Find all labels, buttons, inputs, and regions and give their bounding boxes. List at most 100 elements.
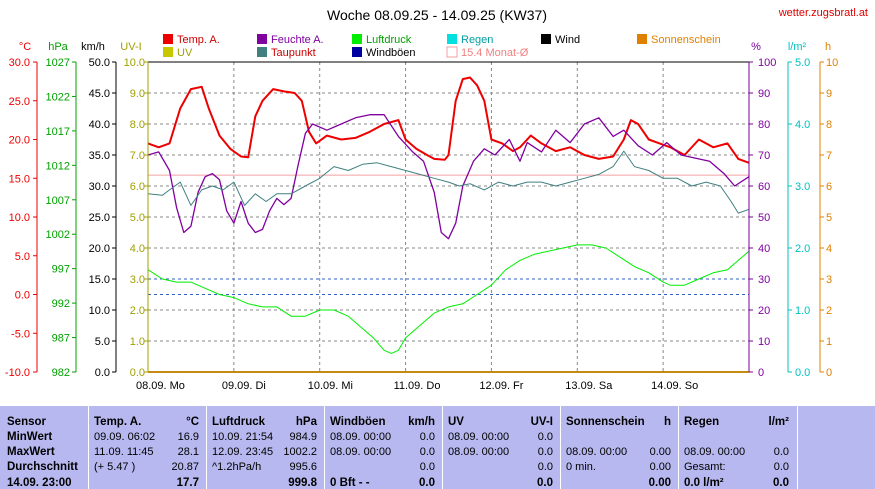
table-cell-time: 12.09. 23:45 xyxy=(212,446,274,458)
site-name: wetter.zugsbratl.at xyxy=(778,7,868,19)
axis-tick-label: 982 xyxy=(52,367,70,379)
axis-unit-hum: % xyxy=(751,41,761,53)
chart-labels: Woche 08.09.25 - 14.09.25 (KW37) wetter.z… xyxy=(163,7,868,59)
axis-unit-wind: km/h xyxy=(81,41,105,53)
table-cell-time: 0 Bft - - xyxy=(330,477,370,489)
axis-tick-label: 15.0 xyxy=(9,173,30,185)
table-unit-gust: km/h xyxy=(408,416,435,428)
axis-tick-label: 5 xyxy=(826,212,832,224)
axis-tick-label: 9.0 xyxy=(130,88,145,100)
axis-tick-label: 5.0 xyxy=(15,251,30,263)
table-separator xyxy=(678,406,679,489)
axis-tick-label: 10.0 xyxy=(124,57,145,69)
legend-swatch xyxy=(352,34,362,44)
axis-tick-label: 4.0 xyxy=(795,119,810,131)
axis-tick-label: 3.0 xyxy=(130,274,145,286)
axis-tick-label: 8 xyxy=(826,119,832,131)
legend-swatch xyxy=(352,47,362,57)
legend-label: Luftdruck xyxy=(366,34,412,46)
axis-unit-uv: UV-I xyxy=(120,41,141,53)
x-tick-label: 09.09. Di xyxy=(222,380,266,392)
axis-tick-label: 6 xyxy=(826,181,832,193)
axis-tick-label: 1007 xyxy=(46,195,70,207)
table-cell-value: 0.0 xyxy=(773,461,789,473)
axis-tick-label: 0.0 xyxy=(795,367,810,379)
legend-label: 15.4 Monat-Ø xyxy=(461,47,529,59)
table-row-label: 14.09. 23:00 xyxy=(7,477,72,489)
axis-tick-label: 10.0 xyxy=(89,305,110,317)
axis-unit-rain: l/m² xyxy=(788,41,807,53)
table-cell-value: 0.00 xyxy=(648,477,671,489)
table-row-label: MinWert xyxy=(7,431,53,443)
axis-tick-label: 50.0 xyxy=(89,57,110,69)
legend-swatch xyxy=(257,47,267,57)
series-temp-a xyxy=(147,76,750,164)
table-header-temp: Temp. A. xyxy=(94,416,142,428)
axis-tick-label: 1002 xyxy=(46,229,70,241)
table-cell-time: 0.0 l/m² xyxy=(684,477,724,489)
axis-tick-label: 20 xyxy=(758,305,770,317)
axis-tick-label: 1027 xyxy=(46,57,70,69)
axis-tick-label: 0 xyxy=(758,367,764,379)
table-cell-time: 11.09. 11:45 xyxy=(94,446,154,458)
axis-tick-label: -5.0 xyxy=(11,328,30,340)
axis-tick-label: 1012 xyxy=(46,160,70,172)
table-header-sensor: Sensor xyxy=(7,416,46,428)
table-cell-value: 20.87 xyxy=(171,461,199,473)
legend-label: Regen xyxy=(461,34,493,46)
axis-tick-label: 20.0 xyxy=(89,243,110,255)
axis-tick-label: 70 xyxy=(758,150,770,162)
axis-tick-label: 60 xyxy=(758,181,770,193)
axis-tick-label: 997 xyxy=(52,264,70,276)
table-cell-value: 0.0 xyxy=(537,446,553,458)
table-unit-press: hPa xyxy=(295,416,317,428)
table-header-uv: UV xyxy=(448,416,464,428)
table-cell-value: 0.0 xyxy=(773,446,789,458)
chart-axes: 30.025.020.015.010.05.00.0-5.0-10.010271… xyxy=(5,41,838,392)
axis-tick-label: 40 xyxy=(758,243,770,255)
series-taupunkt xyxy=(147,150,750,214)
table-cell-value: 1002.2 xyxy=(283,446,317,458)
axis-tick-label: 15.0 xyxy=(89,274,110,286)
x-tick-label: 14.09. So xyxy=(651,380,698,392)
axis-tick-label: 10.0 xyxy=(9,212,30,224)
axis-tick-label: 8.0 xyxy=(130,119,145,131)
table-separator xyxy=(206,406,207,489)
chart-title: Woche 08.09.25 - 14.09.25 (KW37) xyxy=(327,7,547,23)
axis-tick-label: 25.0 xyxy=(89,212,110,224)
legend-swatch xyxy=(541,34,551,44)
x-tick-label: 11.09. Do xyxy=(394,380,441,392)
table-cell-value: 0.0 xyxy=(537,477,553,489)
table-cell-value: 999.8 xyxy=(288,477,317,489)
table-cell-value: 0.0 xyxy=(419,461,435,473)
axis-tick-label: 1.0 xyxy=(795,305,810,317)
x-tick-label: 13.09. Sa xyxy=(565,380,613,392)
axis-tick-label: 0.0 xyxy=(15,290,30,302)
legend-label: Feuchte A. xyxy=(271,34,324,46)
axis-tick-label: 987 xyxy=(52,333,70,345)
table-cell-value: 0.0 xyxy=(773,477,789,489)
table-separator xyxy=(442,406,443,489)
table-unit-uv: UV-I xyxy=(530,416,553,428)
legend-label: Temp. A. xyxy=(177,34,220,46)
axis-unit-temp: °C xyxy=(19,41,31,53)
chart-series xyxy=(147,76,750,373)
axis-tick-label: 3 xyxy=(826,274,832,286)
table-cell-time: 08.09. 00:00 xyxy=(448,431,510,443)
series-feuchte-a xyxy=(147,114,750,240)
axis-tick-label: 30.0 xyxy=(9,57,30,69)
table-cell-value: 0.0 xyxy=(537,431,553,443)
x-tick-label: 10.09. Mi xyxy=(308,380,353,392)
axis-tick-label: 9 xyxy=(826,88,832,100)
legend-swatch xyxy=(163,34,173,44)
axis-tick-label: 992 xyxy=(52,298,70,310)
chart-grid xyxy=(147,61,750,373)
axis-tick-label: 1022 xyxy=(46,91,70,103)
axis-tick-label: -10.0 xyxy=(5,367,30,379)
table-cell-time: 09.09. 06:02 xyxy=(94,431,156,443)
legend-swatch xyxy=(637,34,647,44)
legend-label: UV xyxy=(177,47,193,59)
axis-tick-label: 2.0 xyxy=(795,243,810,255)
table-header-press: Luftdruck xyxy=(212,416,266,428)
x-tick-label: 08.09. Mo xyxy=(136,380,185,392)
